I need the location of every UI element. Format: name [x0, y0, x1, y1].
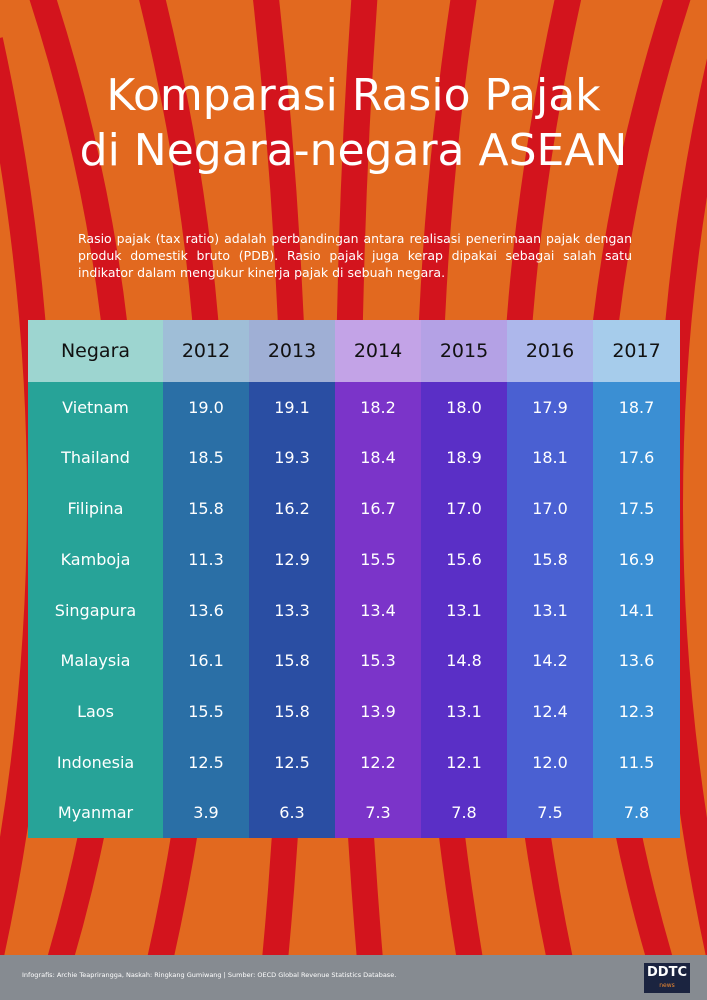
value-cell: 17.5 — [618, 499, 655, 519]
value-cell: 13.1 — [532, 600, 568, 620]
value-cell: 14.8 — [446, 651, 482, 671]
tax-table: Negara 2012 2013 2014 2015 2016 2017 Vietnam 19.… — [28, 320, 680, 838]
value-cell: 17.0 — [532, 499, 568, 519]
value-cell: 15.8 — [532, 549, 568, 569]
value-cell: 14.1 — [618, 600, 655, 620]
value-cell: 18.4 — [360, 448, 396, 468]
logo: DDTC news — [644, 963, 690, 993]
value-cell: 7.3 — [365, 803, 391, 823]
country-cell: Myanmar — [57, 803, 134, 823]
header-cell: 2017 — [593, 320, 680, 382]
country-cell: Thailand — [61, 448, 130, 468]
header-cell: 2014 — [335, 320, 421, 382]
value-cell: 12.5 — [188, 752, 224, 772]
country-cell: Filipina — [67, 499, 124, 519]
value-cell: 19.0 — [188, 397, 224, 417]
value-cell: 11.5 — [618, 752, 655, 772]
value-cell: 3.9 — [193, 803, 219, 823]
value-cell: 18.2 — [360, 397, 396, 417]
value-cell: 18.5 — [188, 448, 224, 468]
value-cell: 15.5 — [188, 701, 224, 721]
value-cell: 13.6 — [618, 651, 655, 671]
title-line: di Negara-negara ASEAN — [79, 125, 628, 176]
country-cell: Vietnam — [62, 397, 129, 417]
header-cell: 2015 — [421, 320, 507, 382]
value-cell: 12.5 — [274, 752, 310, 772]
footer: Infografis: Archie Teaprirangga, Naskah:… — [0, 955, 707, 1000]
value-cell: 12.3 — [618, 701, 655, 721]
column-bg — [421, 320, 507, 838]
header-cell: Negara — [28, 320, 163, 382]
value-cell: 15.5 — [360, 549, 396, 569]
column-bg — [335, 320, 421, 838]
logo-text: DDTC — [647, 965, 687, 980]
value-cell: 7.8 — [451, 803, 477, 823]
value-cell: 17.0 — [446, 499, 482, 519]
value-cell: 15.8 — [274, 701, 310, 721]
value-cell: 13.3 — [274, 600, 310, 620]
value-cell: 16.2 — [274, 499, 310, 519]
header-cell: 2016 — [507, 320, 593, 382]
value-cell: 18.7 — [618, 397, 655, 417]
value-cell: 11.3 — [188, 549, 224, 569]
value-cell: 18.1 — [532, 448, 568, 468]
value-cell: 13.1 — [446, 701, 482, 721]
value-cell: 17.9 — [532, 397, 568, 417]
value-cell: 16.7 — [360, 499, 396, 519]
country-cell: Singapura — [54, 600, 137, 620]
country-cell: Indonesia — [56, 752, 135, 772]
value-cell: 19.1 — [274, 397, 310, 417]
value-cell: 17.6 — [618, 448, 655, 468]
value-cell: 14.2 — [532, 651, 568, 671]
column-bg — [28, 320, 163, 838]
value-cell: 13.4 — [360, 600, 396, 620]
value-cell: 15.8 — [188, 499, 224, 519]
country-cell: Laos — [77, 701, 114, 721]
value-cell: 12.4 — [532, 701, 568, 721]
value-cell: 15.6 — [446, 549, 482, 569]
header-cell: 2013 — [249, 320, 335, 382]
value-cell: 13.9 — [360, 701, 396, 721]
credits: Infografis: Archie Teaprirangga, Naskah:… — [22, 971, 397, 979]
value-cell: 19.3 — [274, 448, 310, 468]
value-cell: 12.9 — [274, 549, 310, 569]
column-bg — [507, 320, 593, 838]
value-cell: 13.1 — [446, 600, 482, 620]
column-bg — [163, 320, 249, 838]
value-cell: 16.1 — [188, 651, 224, 671]
value-cell: 6.3 — [279, 803, 305, 823]
value-cell: 12.0 — [532, 752, 568, 772]
title-line: Komparasi Rasio Pajak — [106, 70, 601, 121]
value-cell: 18.0 — [446, 397, 482, 417]
logo-sub: news — [659, 982, 675, 989]
value-cell: 12.1 — [446, 752, 482, 772]
description: Rasio pajak (tax ratio) adalah perbandin… — [78, 231, 632, 280]
value-cell: 18.9 — [446, 448, 482, 468]
value-cell: 13.6 — [188, 600, 224, 620]
value-cell: 7.5 — [537, 803, 563, 823]
country-cell: Kamboja — [60, 549, 131, 569]
value-cell: 15.3 — [360, 651, 396, 671]
value-cell: 16.9 — [618, 549, 655, 569]
value-cell: 15.8 — [274, 651, 310, 671]
header-cell: 2012 — [163, 320, 249, 382]
country-cell: Malaysia — [60, 651, 131, 671]
value-cell: 12.2 — [360, 752, 396, 772]
column-bg — [593, 320, 680, 838]
column-bg — [249, 320, 335, 838]
value-cell: 7.8 — [623, 803, 650, 823]
